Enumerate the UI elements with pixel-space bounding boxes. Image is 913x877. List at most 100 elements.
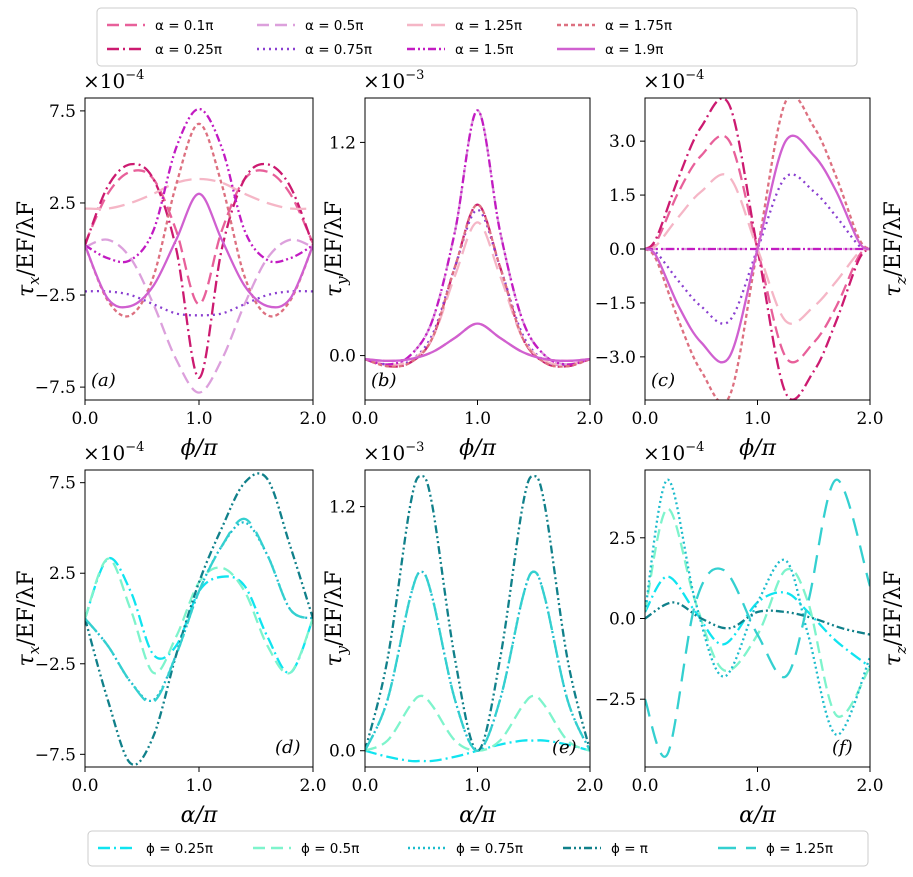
series-line-1 — [365, 322, 590, 363]
y-tick-label: −7.5 — [35, 745, 76, 765]
x-tick-label: 2.0 — [299, 776, 326, 796]
legend-label: α = 0.1π — [155, 18, 213, 34]
svg-text:τx/EF/λF: τx/EF/λF — [14, 201, 43, 297]
y-tick-label: 0.0 — [329, 347, 356, 367]
series-line-1 — [85, 557, 313, 674]
y-tick-label: 0.0 — [329, 742, 356, 762]
x-tick-label: 2.0 — [856, 409, 883, 429]
y-axis-label: τy/EF/λF — [322, 201, 351, 297]
axis-scale-label: ×10−4 — [83, 68, 144, 93]
x-tick-label: 0.0 — [351, 776, 378, 796]
y-tick-label: 2.5 — [49, 194, 76, 214]
axis-scale-label: ×10−4 — [643, 68, 704, 93]
axis-scale-label: ×10−3 — [363, 68, 424, 93]
panels: 0.0 1.0 2.0 7.5 2.5 −2.5 −7.5 ×10−4 ϕ/π τx/EF/λF (… — [14, 68, 910, 828]
y-axis-label: τx/EF/λF — [14, 201, 43, 297]
panel-letter: (e) — [552, 737, 577, 758]
y-tick-label: 2.5 — [49, 564, 76, 584]
panel-c: 0.0 1.0 2.0 3.0 1.5 0.0 −1.5 −3.0 ×10−4 ϕ/π τz/EF/… — [595, 68, 910, 461]
series-line-3 — [365, 109, 590, 366]
y-tick-label: 3.0 — [609, 132, 636, 152]
y-tick-label: 1.2 — [329, 498, 356, 518]
svg-text:τy/EF/λF: τy/EF/λF — [322, 201, 351, 297]
legend-label: α = 1.5π — [455, 42, 513, 58]
x-axis-label: α/π — [181, 803, 218, 828]
y-tick-label: −1.5 — [595, 294, 636, 314]
series-line-5 — [365, 221, 590, 366]
x-tick-label: 1.0 — [185, 776, 212, 796]
panel-letter: (f) — [832, 737, 853, 758]
x-tick-label: 1.0 — [744, 776, 771, 796]
svg-text:τz/EF/λF: τz/EF/λF — [881, 201, 910, 296]
series-line-2 — [365, 203, 590, 368]
x-tick-label: 0.0 — [71, 776, 98, 796]
legend-label: ϕ = 0.25π — [146, 841, 213, 857]
series-line-2 — [645, 98, 870, 400]
series-line-1 — [85, 169, 313, 306]
axis-scale-label: ×10−3 — [363, 440, 424, 465]
plot-frame — [644, 469, 871, 768]
panel-letter: (a) — [91, 370, 116, 391]
y-tick-label: 1.2 — [329, 133, 356, 153]
series-line-7 — [645, 98, 870, 400]
series-line-2 — [85, 557, 313, 675]
y-tick-label: 7.5 — [49, 474, 76, 494]
x-tick-label: 1.0 — [744, 409, 771, 429]
panel-letter: (d) — [275, 737, 301, 758]
y-tick-label: 0.0 — [609, 610, 636, 630]
alpha-legend: α = 0.1π α = 0.25π α = 0.5π α = 0.75π α = 1.… — [96, 7, 858, 67]
series-line-8 — [365, 322, 590, 363]
y-axis-label: τx/EF/λF — [14, 571, 43, 667]
series-group — [85, 472, 313, 766]
legend-label: α = 1.25π — [455, 18, 522, 34]
series-line-3 — [85, 238, 313, 394]
x-tick-label: 2.0 — [576, 409, 603, 429]
series-group — [645, 98, 870, 400]
series-line-8 — [645, 134, 870, 364]
svg-text:τx/EF/λF: τx/EF/λF — [14, 571, 43, 667]
series-line-1 — [645, 575, 870, 668]
legend-label: α = 0.75π — [305, 42, 372, 58]
x-axis-label: ϕ/π — [739, 436, 776, 461]
x-tick-label: 0.0 — [351, 409, 378, 429]
series-line-3 — [645, 478, 870, 736]
panel-d: 0.0 1.0 2.0 7.5 2.5 −2.5 −7.5 ×10−4 α/π τx/EF/λF (… — [14, 440, 327, 828]
x-tick-label: 2.0 — [576, 776, 603, 796]
series-line-7 — [85, 122, 313, 318]
y-tick-label: −2.5 — [35, 655, 76, 675]
plot-frame — [84, 97, 314, 401]
series-group — [365, 474, 590, 763]
x-axis-label: α/π — [459, 803, 496, 828]
legend-label: ϕ = 1.25π — [766, 841, 833, 857]
series-line-4 — [365, 474, 590, 752]
legend-label: α = 0.25π — [155, 42, 222, 58]
x-tick-label: 2.0 — [856, 776, 883, 796]
series-line-4 — [645, 601, 870, 636]
series-line-8 — [85, 192, 313, 309]
x-tick-label: 0.0 — [631, 409, 658, 429]
series-line-3 — [85, 521, 313, 703]
y-tick-label: −2.5 — [35, 286, 76, 306]
x-tick-label: 2.0 — [299, 409, 326, 429]
series-group — [365, 109, 590, 368]
y-axis-label: τy/EF/λF — [322, 570, 351, 666]
y-tick-label: −7.5 — [35, 378, 76, 398]
series-line-6 — [365, 109, 590, 366]
series-line-5 — [645, 478, 870, 758]
series-line-4 — [365, 208, 590, 366]
series-line-5 — [365, 570, 590, 752]
series-line-6 — [85, 107, 313, 264]
y-tick-label: 7.5 — [49, 102, 76, 122]
series-line-5 — [85, 517, 313, 704]
legend-box — [87, 830, 869, 867]
series-line-7 — [365, 203, 590, 368]
x-tick-label: 0.0 — [71, 409, 98, 429]
legend-box — [96, 7, 858, 67]
y-axis-label: τz/EF/λF — [881, 201, 910, 296]
y-tick-label: −2.5 — [595, 690, 636, 710]
panel-letter: (c) — [651, 370, 675, 391]
svg-text:τz/EF/λF: τz/EF/λF — [881, 571, 910, 666]
panel-a: 0.0 1.0 2.0 7.5 2.5 −2.5 −7.5 ×10−4 ϕ/π τx/EF/λF (… — [14, 68, 327, 461]
series-line-5 — [85, 177, 313, 211]
y-tick-label: −3.0 — [595, 348, 636, 368]
